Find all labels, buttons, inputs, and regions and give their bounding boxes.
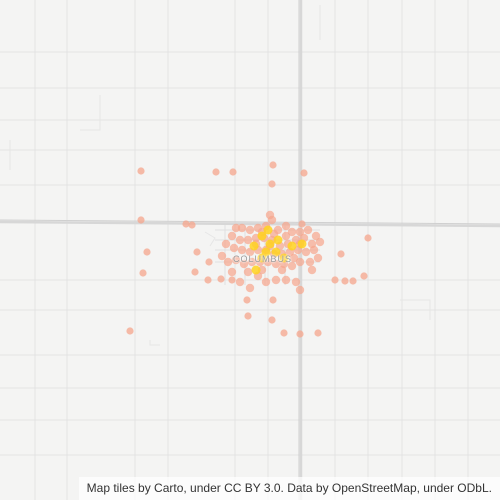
density-point — [295, 257, 305, 267]
density-point — [182, 220, 190, 228]
density-point — [281, 221, 291, 231]
density-point-hot — [257, 253, 267, 263]
density-point — [239, 259, 249, 269]
density-point — [245, 283, 255, 293]
density-point-hot — [271, 247, 281, 257]
road-line — [80, 95, 101, 131]
density-point — [291, 277, 301, 287]
density-points-layer — [126, 161, 372, 338]
density-point — [269, 161, 277, 169]
density-point — [227, 231, 237, 241]
density-point-hot — [251, 265, 261, 275]
density-point-hot — [297, 239, 307, 249]
density-point — [303, 225, 313, 235]
density-point — [307, 265, 317, 275]
density-point — [268, 316, 276, 324]
density-point — [265, 210, 275, 220]
density-point — [331, 276, 339, 284]
density-point — [300, 169, 308, 177]
density-point — [237, 245, 247, 255]
density-point — [349, 277, 357, 285]
density-point — [296, 330, 304, 338]
density-point — [212, 168, 220, 176]
density-point-hot — [273, 235, 283, 245]
density-point — [235, 235, 245, 245]
density-point — [243, 267, 253, 277]
density-point-hot — [287, 241, 297, 251]
map-attribution: Map tiles by Carto, under CC BY 3.0. Dat… — [78, 477, 500, 500]
density-point — [364, 234, 372, 242]
density-point — [227, 267, 237, 277]
density-point — [229, 243, 239, 253]
road-line — [204, 231, 216, 247]
density-point — [281, 231, 291, 241]
density-point — [221, 239, 231, 249]
density-point — [247, 257, 257, 267]
density-point — [295, 285, 305, 295]
density-point — [341, 277, 349, 285]
density-point — [231, 255, 241, 265]
density-point — [231, 223, 241, 233]
density-point — [243, 235, 253, 245]
density-point-hot — [249, 241, 259, 251]
density-point — [229, 168, 237, 176]
spur-roads — [9, 5, 431, 346]
place-label-columbus: COLUMBUS — [233, 254, 293, 264]
density-point — [228, 276, 236, 284]
density-point-hot — [265, 239, 275, 249]
density-point — [287, 261, 297, 271]
density-point — [268, 180, 276, 188]
density-point — [298, 220, 306, 228]
density-point — [305, 257, 315, 267]
density-point — [204, 276, 212, 284]
density-point — [337, 250, 345, 258]
density-point — [188, 221, 196, 229]
density-point — [235, 277, 245, 287]
density-point — [193, 248, 201, 256]
density-point — [217, 251, 227, 261]
density-point — [261, 277, 271, 287]
road-line — [149, 340, 160, 346]
density-point — [295, 227, 305, 237]
density-point — [315, 237, 325, 247]
density-point — [139, 269, 147, 277]
density-point — [301, 247, 311, 257]
density-point — [271, 275, 281, 285]
highway-east-west — [0, 220, 500, 228]
density-point — [191, 268, 199, 276]
density-point — [244, 312, 252, 320]
density-point — [205, 258, 213, 266]
density-point — [245, 225, 255, 235]
density-point — [289, 253, 299, 263]
density-point — [223, 257, 233, 267]
density-point — [309, 245, 319, 255]
density-point-hot — [257, 231, 267, 241]
density-point — [360, 272, 368, 280]
density-point — [137, 216, 145, 224]
density-point — [277, 265, 287, 275]
density-point — [243, 296, 251, 304]
density-point — [143, 248, 151, 256]
road-line — [400, 299, 431, 320]
density-point — [280, 329, 288, 337]
density-point — [126, 327, 134, 335]
density-point — [217, 275, 225, 283]
density-point-hot — [279, 253, 289, 263]
highway-edge — [0, 219, 500, 225]
density-point — [313, 253, 323, 263]
density-point — [314, 329, 322, 337]
density-point-hot — [263, 225, 273, 235]
density-point — [287, 227, 297, 237]
density-point — [269, 296, 277, 304]
density-point — [281, 275, 291, 285]
density-point — [237, 223, 247, 233]
density-point — [271, 259, 281, 269]
density-point — [311, 231, 321, 241]
density-point — [137, 167, 145, 175]
